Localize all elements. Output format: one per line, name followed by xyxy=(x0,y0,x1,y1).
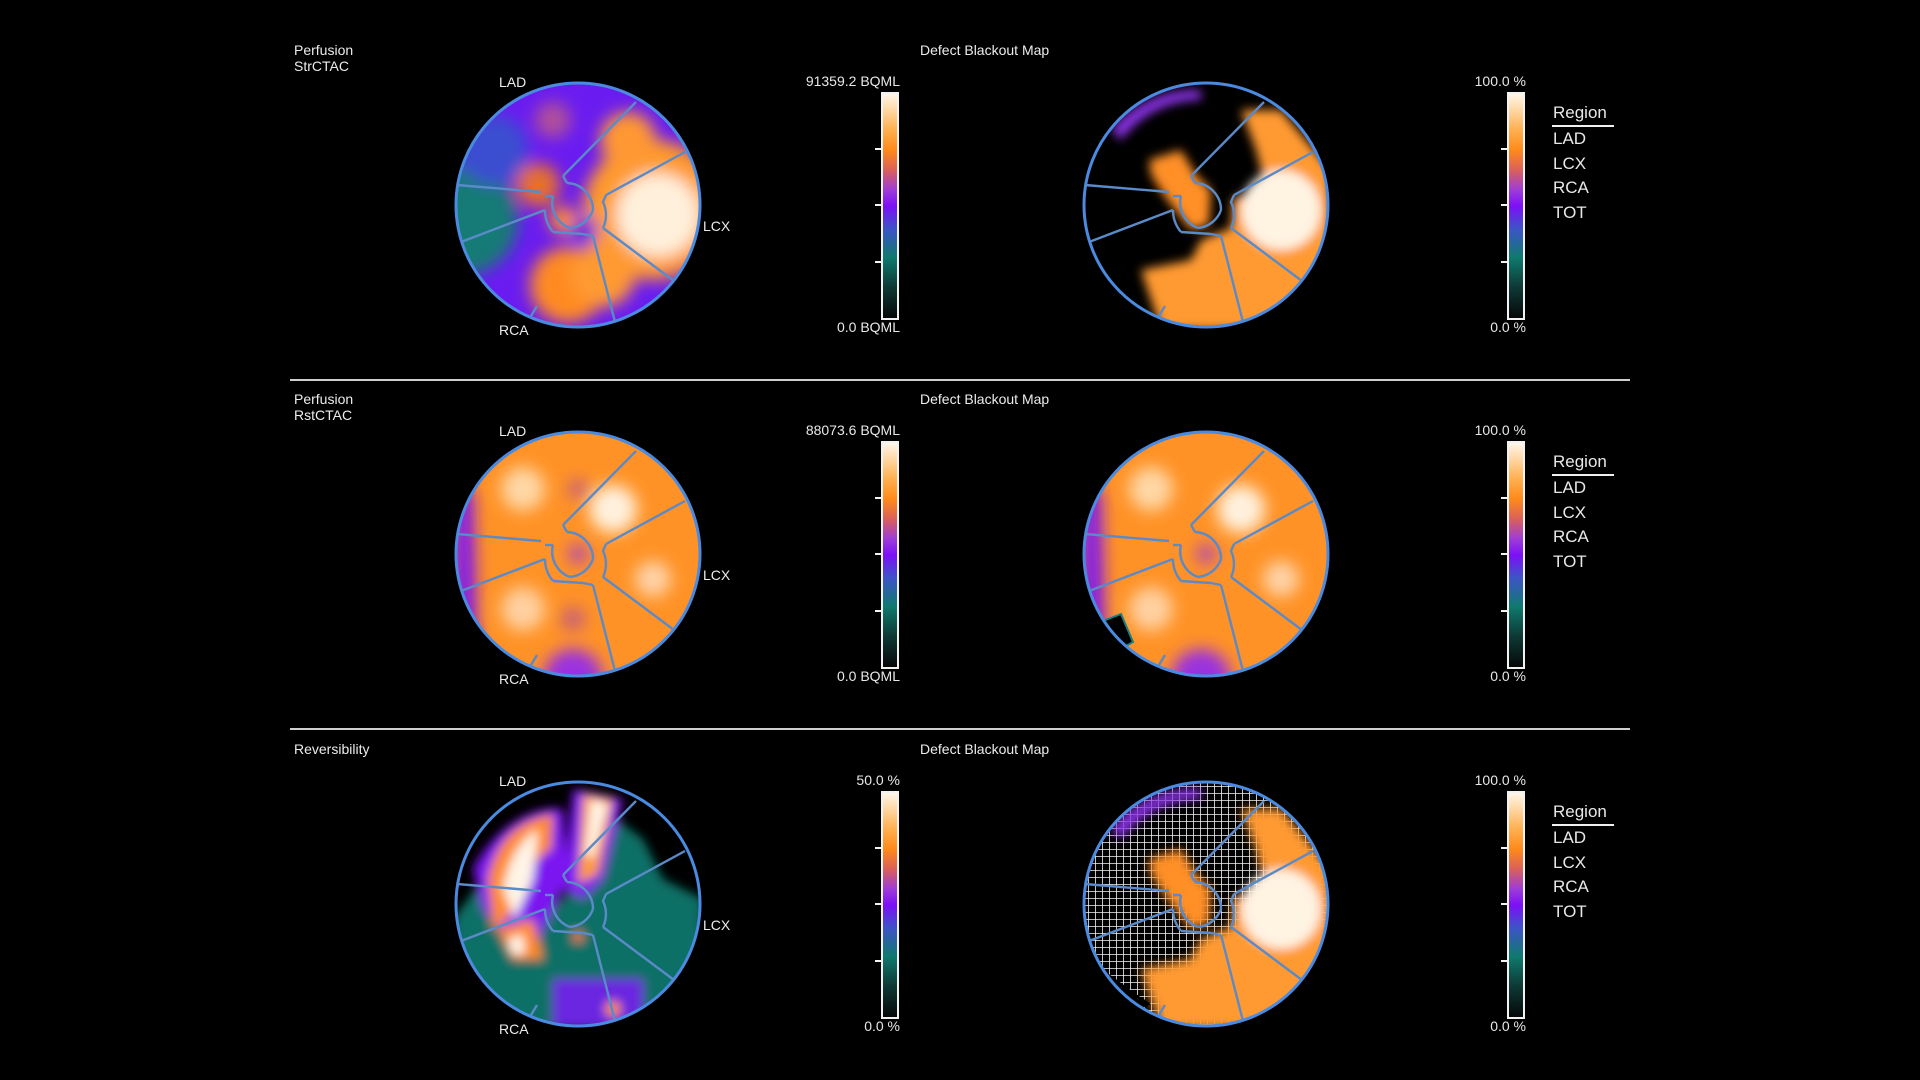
colorbar-max-label: 88073.6 BQML xyxy=(805,422,900,438)
row-reversibility: Reversibility LAD LCX RCA 50.0 % xyxy=(0,699,1920,1049)
defect-colorbar xyxy=(1501,441,1525,669)
region-legend: Region LAD LCX RCA TOT xyxy=(1552,103,1614,225)
row-stress-perfusion: Perfusion StrCTAC LAD LCX RCA 91359.2 BQ… xyxy=(0,0,1920,350)
title-line2: RstCTAC xyxy=(294,407,353,423)
legend-item-rca[interactable]: RCA xyxy=(1553,527,1589,546)
legend-item-lad[interactable]: LAD xyxy=(1553,129,1587,148)
defect-colorbar-min-label: 0.0 % xyxy=(1490,319,1526,335)
title-line1: Perfusion xyxy=(294,42,354,58)
section-title: Reversibility xyxy=(294,741,369,757)
legend-header: Region xyxy=(1552,103,1614,127)
section-title: Perfusion RstCTAC xyxy=(294,391,353,423)
section-title: Perfusion StrCTAC xyxy=(294,42,353,74)
legend-item-lcx[interactable]: LCX xyxy=(1553,502,1587,522)
legend-item-rca[interactable]: RCA xyxy=(1553,877,1589,896)
region-legend: Region LAD LCX RCA TOT xyxy=(1552,802,1614,924)
colorbar-max-label: 91359.2 BQML xyxy=(805,73,900,89)
defect-colorbar-min-label: 0.0 % xyxy=(1490,1018,1526,1034)
defect-blackout-map-stress[interactable] xyxy=(1081,80,1331,330)
defect-colorbar-max-label: 100.0 % xyxy=(1474,73,1526,89)
colorbar-min-label: 0.0 BQML xyxy=(836,668,900,684)
row-separator xyxy=(290,728,1630,730)
title-line2: StrCTAC xyxy=(294,58,349,74)
defect-map-title: Defect Blackout Map xyxy=(920,391,1050,407)
defect-blackout-map-rest[interactable] xyxy=(1081,429,1331,679)
defect-colorbar-max-label: 100.0 % xyxy=(1474,422,1526,438)
rca-label: RCA xyxy=(499,322,529,338)
legend-item-lcx[interactable]: LCX xyxy=(1553,153,1587,173)
legend-item-lad[interactable]: LAD xyxy=(1553,478,1587,497)
polar-map-rest[interactable] xyxy=(453,429,703,679)
lcx-label: LCX xyxy=(703,567,731,583)
colorbar-max-label: 50.0 % xyxy=(856,772,900,788)
colorbar xyxy=(875,441,899,669)
legend-item-lad[interactable]: LAD xyxy=(1553,828,1587,847)
colorbar-min-label: 0.0 BQML xyxy=(836,319,900,335)
defect-colorbar-min-label: 0.0 % xyxy=(1490,668,1526,684)
region-legend: Region LAD LCX RCA TOT xyxy=(1552,452,1614,574)
legend-header: Region xyxy=(1552,452,1614,476)
lcx-label: LCX xyxy=(703,917,731,933)
title-line1: Perfusion xyxy=(294,391,354,407)
rca-label: RCA xyxy=(499,671,529,687)
colorbar-min-label: 0.0 % xyxy=(864,1018,900,1034)
polar-map-reversibility[interactable] xyxy=(453,779,703,1029)
row-rest-perfusion: Perfusion RstCTAC LAD LCX RCA 88073.6 BQ… xyxy=(0,349,1920,699)
lad-label: LAD xyxy=(499,773,527,789)
defect-blackout-map-reversibility[interactable] xyxy=(1081,779,1331,1029)
legend-item-tot[interactable]: TOT xyxy=(1553,901,1587,921)
lad-label: LAD xyxy=(499,423,527,439)
legend-item-lcx[interactable]: LCX xyxy=(1553,852,1587,872)
colorbar xyxy=(875,791,899,1019)
legend-item-tot[interactable]: TOT xyxy=(1553,202,1587,222)
legend-item-rca[interactable]: RCA xyxy=(1553,178,1589,197)
lcx-label: LCX xyxy=(703,218,731,234)
defect-map-title: Defect Blackout Map xyxy=(920,42,1050,58)
title-line1: Reversibility xyxy=(294,741,370,757)
legend-header: Region xyxy=(1552,802,1614,826)
rca-label: RCA xyxy=(499,1021,529,1037)
defect-colorbar xyxy=(1501,791,1525,1019)
lad-label: LAD xyxy=(499,74,527,90)
defect-colorbar-max-label: 100.0 % xyxy=(1474,772,1526,788)
colorbar xyxy=(875,92,899,320)
defect-map-title: Defect Blackout Map xyxy=(920,741,1050,757)
defect-colorbar xyxy=(1501,92,1525,320)
row-separator xyxy=(290,379,1630,381)
legend-item-tot[interactable]: TOT xyxy=(1553,551,1587,571)
polar-map-stress[interactable] xyxy=(453,80,703,330)
